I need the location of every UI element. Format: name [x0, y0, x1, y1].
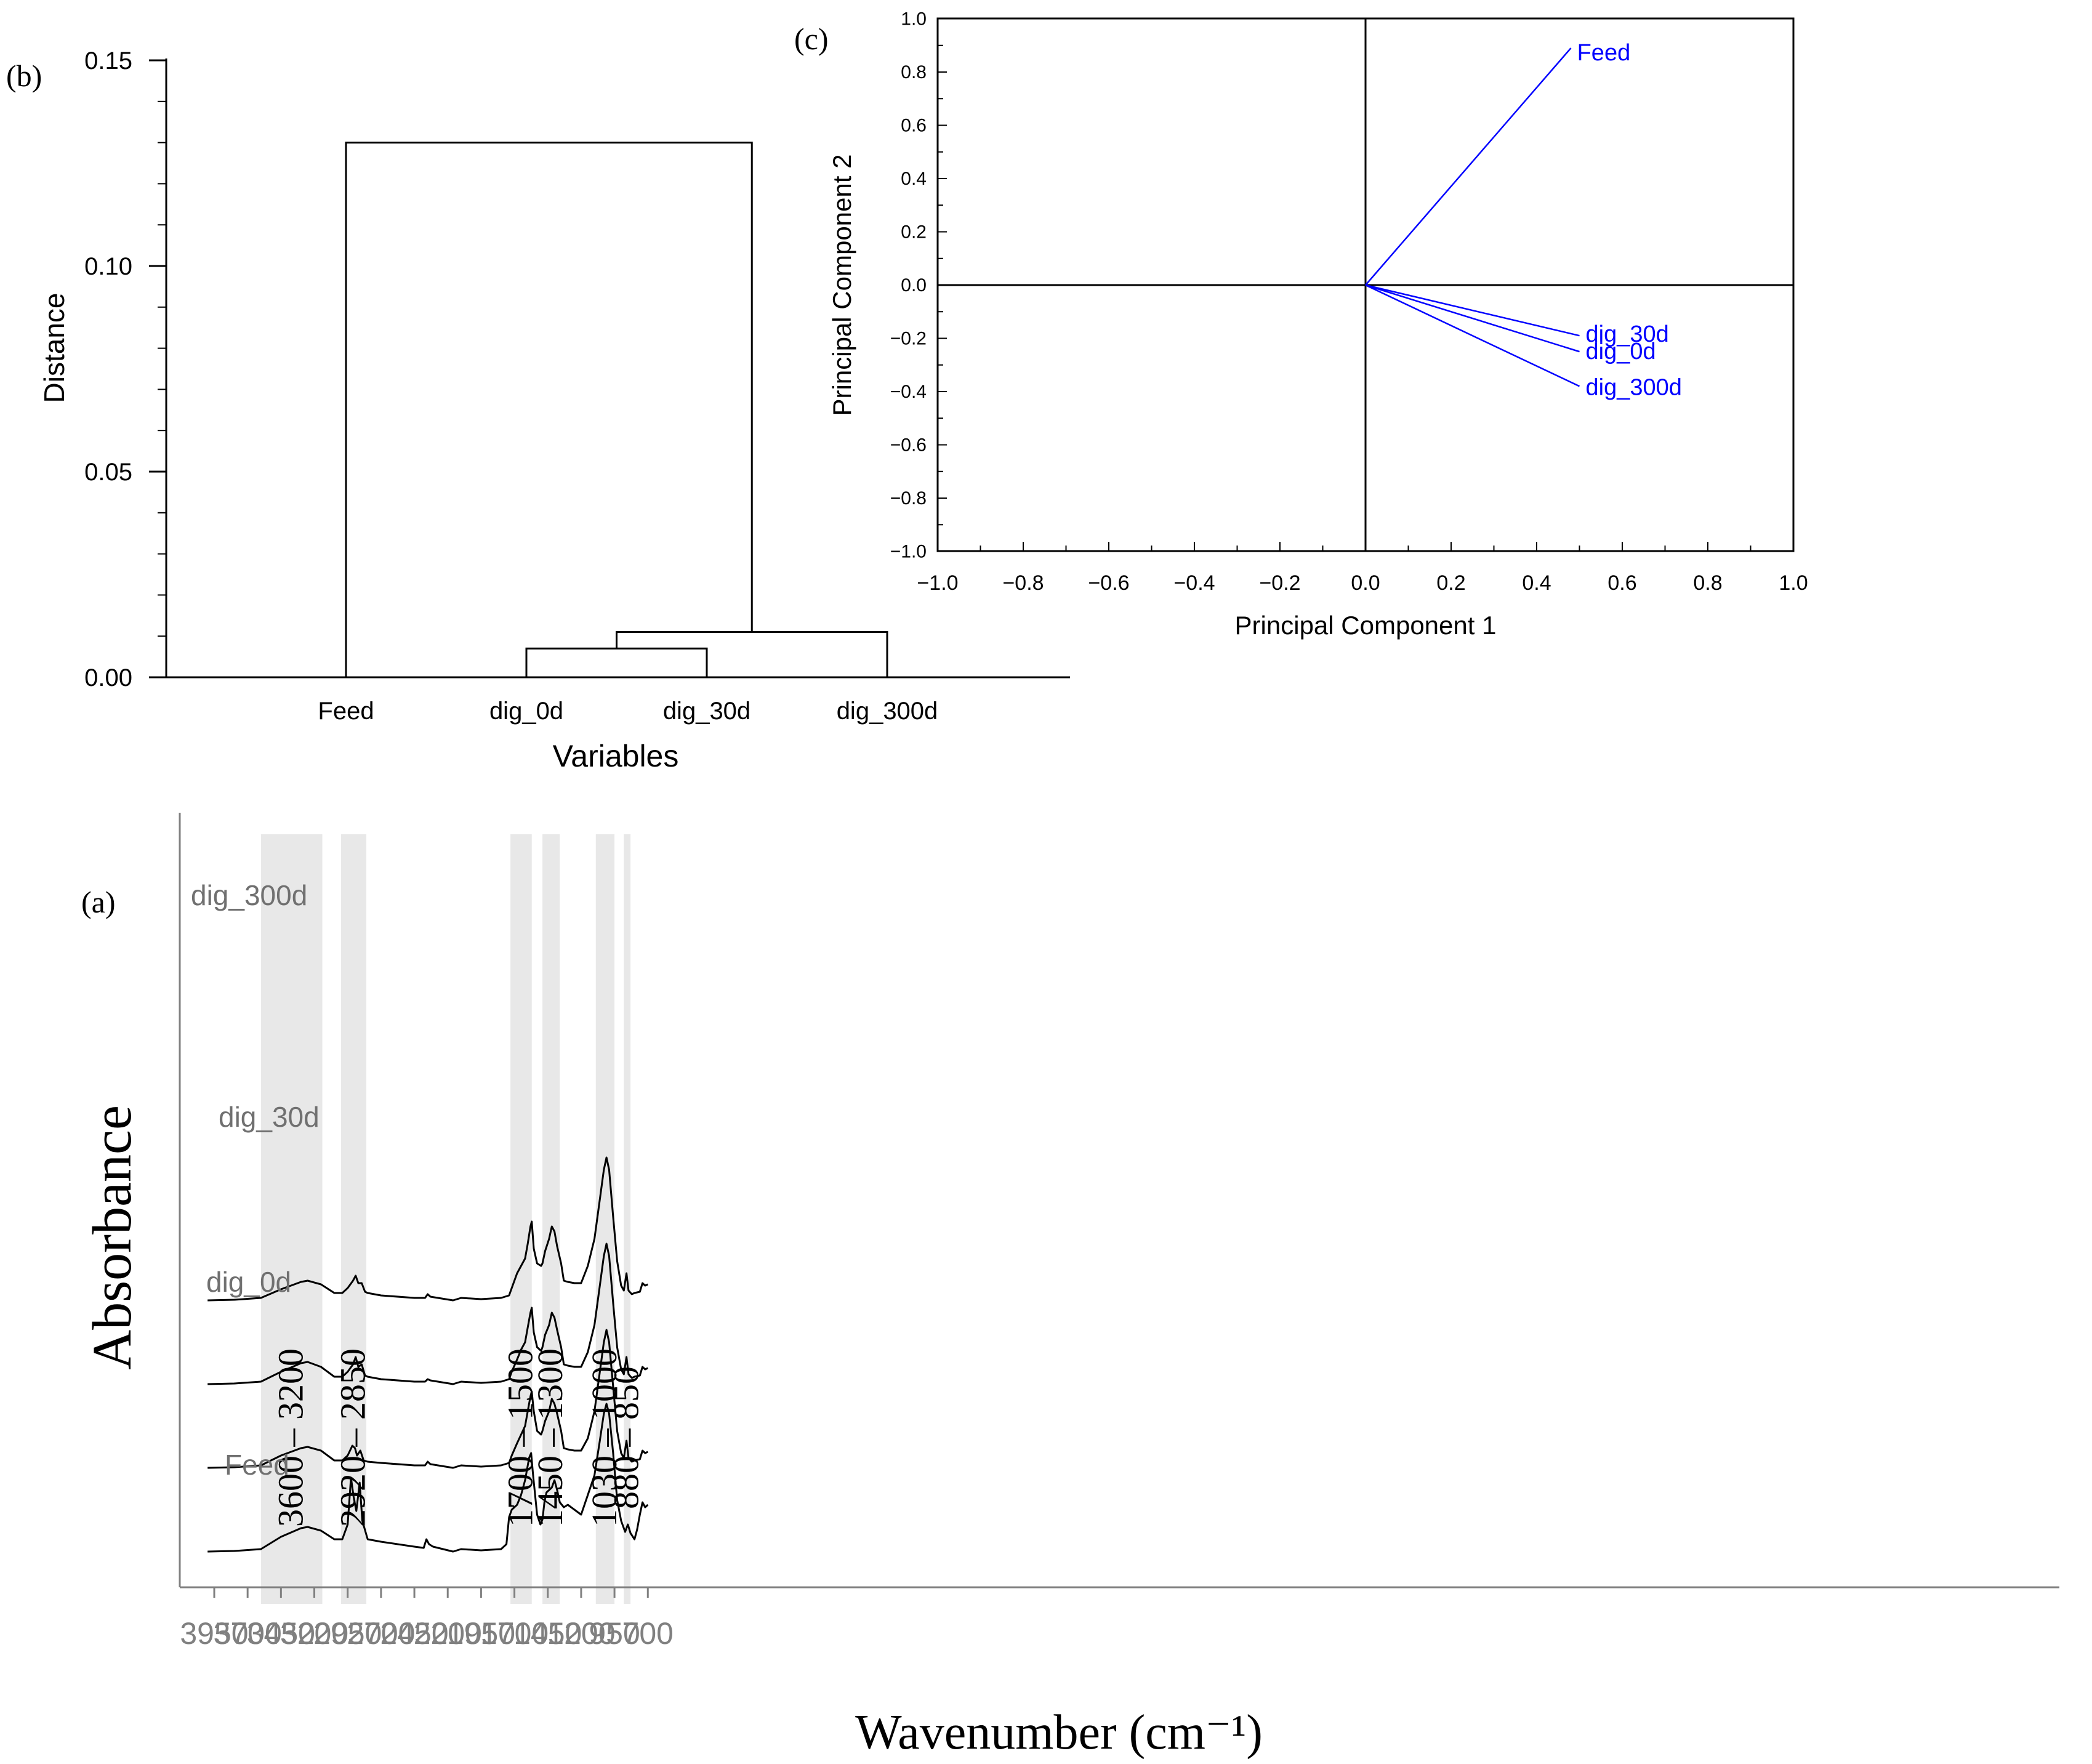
band-regions [260, 834, 631, 1604]
trace-feed [207, 1403, 649, 1553]
c-y-axis-title: Principal Component 2 [827, 155, 856, 416]
c-x-tick-label: −0.8 [1002, 571, 1044, 595]
a-x-tick-label-3700: 3700 [214, 1616, 282, 1651]
a-x-tick-label-1950: 1950 [447, 1616, 515, 1651]
band-2920-2850 [340, 834, 367, 1604]
band-1450-1300 [542, 834, 560, 1604]
a-x-tick-label-2450: 2450 [380, 1616, 448, 1651]
c-y-tick-label: 0.6 [901, 116, 927, 136]
series-labels: Feed dig_0d dig_30d dig_300d [191, 879, 320, 1481]
band-3600-3200 [260, 834, 323, 1604]
a-x-tick-label-3450: 3450 [247, 1616, 315, 1651]
a-x-tick-label-1450: 1450 [513, 1616, 582, 1651]
c-y-tick-label: 0.4 [901, 169, 927, 189]
band-label-3600-3200: 3600 – 3200 [271, 1348, 311, 1527]
c-panel-label: (c) [794, 22, 829, 56]
b-y-tick-label-0: 0.00 [84, 664, 132, 691]
a-x-tick-label-2700: 2700 [347, 1616, 415, 1651]
a-x-tick-label-1700: 1700 [480, 1616, 549, 1651]
trace-dig-30d [207, 1242, 648, 1385]
b-y-axis-title: Distance [38, 293, 70, 403]
c-y-tick-label: −0.2 [890, 329, 927, 349]
band-label-2920-2850: 2920 – 2850 [332, 1348, 372, 1527]
c-ticks: −1.0 1.0 −0.8 0.8 −0.6 0.6 −0.4 0.4 −0.2 0.2 0.0 0.… [890, 9, 1808, 595]
b-leaf-label-dig-0d: dig_0d [489, 698, 563, 725]
vector-label-dig-30d: dig_30d [1586, 321, 1669, 347]
panel-c-pca-loadings: −1.0 1.0 −0.8 0.8 −0.6 0.6 −0.4 0.4 −0.2 0.2 0.0 0.… [794, 9, 1808, 640]
c-x-tick-label: 0.6 [1607, 571, 1636, 595]
dendrogram-link-3 [345, 142, 753, 677]
trace-dig-300d [207, 1156, 648, 1302]
b-x-axis-title: Variables [553, 739, 679, 773]
a-x-axis-title: Wavenumber (cm⁻¹) [855, 1706, 1263, 1760]
band-label-1450-1300: 1450 – 1300 [530, 1348, 570, 1527]
b-y-tick-label-1: 0.05 [84, 459, 132, 486]
series-label-dig-30d: dig_30d [219, 1101, 320, 1133]
a-x-tick-label-3200: 3200 [280, 1616, 348, 1651]
a-y-axis-title: Absorbance [82, 1105, 143, 1370]
c-x-tick-label: 1.0 [1779, 571, 1808, 595]
c-y-tick-label: −0.8 [890, 488, 927, 509]
b-y-tick-label-2: 0.10 [84, 253, 132, 280]
b-leaf-label-dig-300d: dig_300d [837, 698, 938, 725]
a-x-tick-label-2950: 2950 [313, 1616, 382, 1651]
c-y-tick-label: −0.4 [890, 382, 927, 402]
vector-dig-300d [1365, 284, 1580, 387]
c-x-tick-label: 0.2 [1436, 571, 1465, 595]
a-panel-label: (a) [81, 885, 116, 919]
a-x-tick-label-3950: 3950 [180, 1616, 248, 1651]
band-label-1700-1500: 1700 – 1500 [500, 1348, 540, 1527]
band-label-1030-1000: 1030 – 1000 [584, 1348, 624, 1527]
c-y-tick-label: −1.0 [890, 542, 927, 562]
c-x-tick-label: 0.4 [1522, 571, 1551, 595]
c-x-tick-label: −0.2 [1259, 571, 1300, 595]
c-x-tick-label: 0.0 [1351, 571, 1380, 595]
c-y-tick-label: 0.2 [901, 222, 927, 243]
c-x-axis-title: Principal Component 1 [1235, 611, 1497, 640]
vector-label-feed: Feed [1577, 40, 1631, 66]
c-x-tick-label: −1.0 [917, 571, 958, 595]
a-x-tick-label-700: 700 [622, 1616, 674, 1651]
series-label-dig-300d: dig_300d [191, 879, 307, 911]
a-x-ticks: 3950370034503200295027002450220019501700… [180, 1587, 674, 1651]
series-label-dig-0d: dig_0d [206, 1266, 291, 1298]
panel-b-dendrogram: 0.00 0.05 0.10 0.15 Feed dig_0d dig_30d dig_30… [6, 47, 1070, 773]
band-1030-1000 [595, 834, 615, 1604]
b-leaf-label-feed: Feed [318, 698, 374, 725]
dendrogram-link-2 [616, 631, 888, 677]
band-1700-1500 [510, 834, 532, 1604]
dendrogram-link-1 [525, 647, 708, 677]
vector-dig-0d [1365, 284, 1580, 353]
c-x-tick-label: −0.4 [1173, 571, 1215, 595]
band-label-880-850: 880 – 850 [606, 1366, 646, 1509]
b-panel-label: (b) [6, 58, 42, 93]
b-leaf-labels: Feed dig_0d dig_30d dig_300d [318, 698, 938, 725]
band-880-850 [624, 834, 631, 1604]
c-x-tick-label: 0.8 [1693, 571, 1722, 595]
series-label-feed: Feed [225, 1449, 289, 1481]
c-y-tick-label: 0.0 [901, 275, 927, 296]
trace-dig-0d [207, 1329, 648, 1469]
vector-label-dig-0d: dig_0d [1586, 339, 1656, 364]
vector-feed [1365, 47, 1572, 286]
c-y-tick-label: 0.8 [901, 62, 927, 83]
c-x-tick-label: −0.6 [1088, 571, 1129, 595]
b-leaf-label-dig-30d: dig_30d [663, 698, 750, 725]
spectra-traces [207, 1156, 649, 1553]
vector-label-dig-300d: dig_300d [1586, 374, 1682, 400]
a-x-tick-label-2200: 2200 [414, 1616, 482, 1651]
c-y-tick-label: 1.0 [901, 9, 927, 30]
b-y-ticks: 0.00 0.05 0.10 0.15 [84, 47, 166, 691]
a-x-tick-label-950: 950 [589, 1616, 640, 1651]
dendrogram-tree [345, 142, 888, 677]
a-x-tick-label-1200: 1200 [547, 1616, 615, 1651]
vector-dig-30d [1365, 284, 1580, 337]
c-y-tick-label: −0.6 [890, 435, 927, 456]
b-y-tick-label-3: 0.15 [84, 47, 132, 75]
